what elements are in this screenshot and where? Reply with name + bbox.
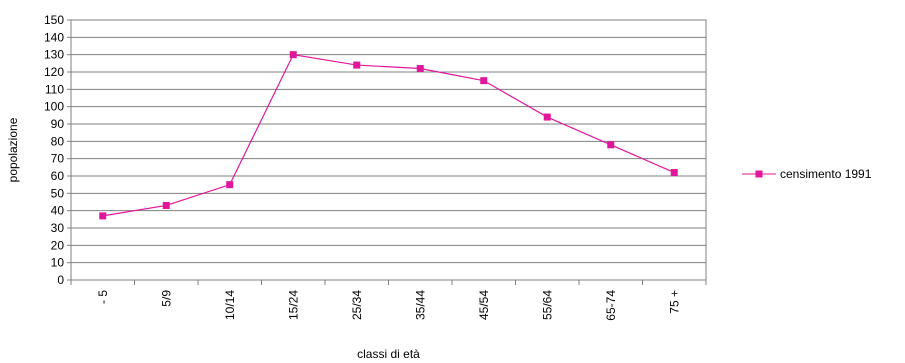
data-point [607,141,615,149]
y-tick-label: 110 [45,82,64,96]
data-point [670,169,678,177]
y-tick-label: 130 [44,48,64,62]
y-tick-label: 120 [44,65,64,79]
x-axis-title: classi di età [357,347,420,361]
y-axis-title: popolazione [6,117,20,182]
x-tick-label: 65-74 [604,290,618,321]
data-point [99,212,107,220]
x-tick-labels: - 5 5/9 10/14 15/24 25/34 35/44 45/54 55/64 65-7… [96,290,682,321]
data-point [162,201,170,209]
axes [70,280,707,285]
y-tick-label: 90 [51,117,65,131]
y-tick-label: 20 [51,238,65,252]
y-tick-label: 100 [44,100,64,114]
y-tick-label: 150 [44,13,64,27]
y-tick-labels: 0 10 20 30 40 50 60 70 80 90 100 110 120 130 140 150 [44,13,64,287]
series-group [99,51,678,220]
x-tick-label: - 5 [96,290,110,304]
x-tick-label: 45/54 [477,290,491,320]
legend-label: censimento 1991 [780,167,872,181]
y-tick-label: 70 [51,152,65,166]
series-line [102,54,675,217]
x-tick-label: 10/14 [223,290,237,320]
data-point [226,181,234,189]
legend: censimento 1991 [742,167,872,181]
y-tick-label: 40 [51,204,65,218]
x-tick-label: 55/64 [540,290,554,320]
y-tick-label: 30 [51,221,65,235]
y-tick-label: 50 [51,186,65,200]
data-point [416,65,424,73]
y-tick-label: 60 [51,169,65,183]
data-point [543,113,551,121]
x-tick-label: 15/24 [286,290,300,320]
x-tick-label: 75 + [667,290,681,314]
data-point [480,77,488,85]
data-point [353,61,361,69]
y-tick-label: 10 [51,256,65,270]
x-tick-label: 5/9 [159,290,173,307]
x-tick-label: 25/34 [350,290,364,320]
y-tick-label: 140 [44,30,64,44]
plot-area-frame [70,19,707,281]
x-tick-label: 35/44 [413,290,427,320]
legend-marker [755,170,763,178]
gridlines [67,19,706,281]
y-tick-label: 80 [51,134,65,148]
y-tick-label: 0 [57,273,64,287]
data-point [289,51,297,59]
